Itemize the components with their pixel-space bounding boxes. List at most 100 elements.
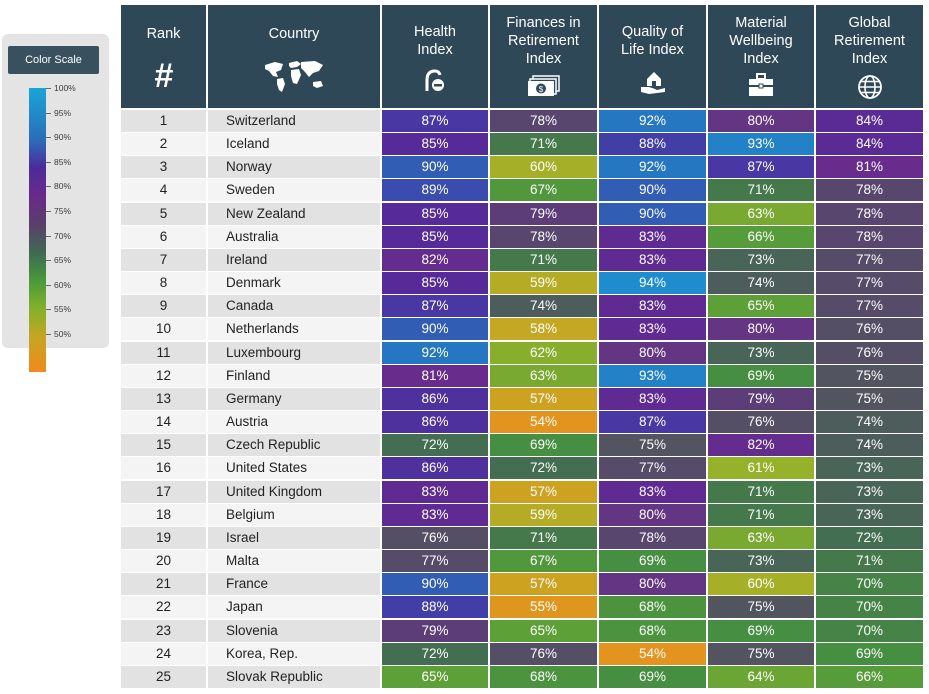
legend-tick <box>46 334 51 335</box>
cell-quality: 54% <box>599 642 706 665</box>
cell-finances: 67% <box>490 550 597 573</box>
legend-tick <box>46 309 51 311</box>
table-row: 13 Germany 86% 57% 83% 79% 75% <box>121 387 923 410</box>
cell-quality: 68% <box>599 619 706 642</box>
legend-tick <box>46 161 51 163</box>
cell-global: 77% <box>816 272 923 295</box>
header-country-label: Country <box>268 26 320 42</box>
cell-quality: 68% <box>599 596 706 619</box>
country-name: Sweden <box>226 182 275 198</box>
header-rank: Rank # <box>121 5 206 108</box>
cell-rank: 3 <box>121 156 206 179</box>
cell-finances: 79% <box>490 202 597 225</box>
cell-quality: 83% <box>599 295 706 318</box>
legend-tick-label: 100% <box>54 83 76 93</box>
header-global-label: Global Retirement Index <box>834 15 905 67</box>
color-scale-bar <box>29 88 46 372</box>
cell-rank: 4 <box>121 179 206 202</box>
table-row: 15 Czech Republic 72% 69% 75% 82% 74% <box>121 434 923 457</box>
cell-finances: 71% <box>490 526 597 549</box>
cell-health: 65% <box>382 665 488 688</box>
cell-material: 65% <box>708 295 814 318</box>
table-row: 23 Slovenia 79% 65% 68% 69% 70% <box>121 619 923 642</box>
cell-quality: 78% <box>599 526 706 549</box>
table-row: 7 Ireland 82% 71% 83% 73% 77% <box>121 248 923 271</box>
cell-material: 73% <box>708 248 814 271</box>
country-name: Norway <box>226 159 272 175</box>
cell-rank: 13 <box>121 387 206 410</box>
cell-finances: 76% <box>490 642 597 665</box>
country-name: Australia <box>226 228 279 244</box>
country-name: Finland <box>226 367 271 383</box>
table-row: 21 France 90% 57% 80% 60% 70% <box>121 573 923 596</box>
table-row: 1 Switzerland 87% 78% 92% 80% 84% <box>121 110 923 132</box>
cell-health: 85% <box>382 202 488 225</box>
table-row: 25 Slovak Republic 65% 68% 69% 64% 66% <box>121 665 923 688</box>
table-row: 24 Korea, Rep. 72% 76% 54% 75% 69% <box>121 642 923 665</box>
world-map-icon <box>265 61 323 92</box>
cell-rank: 16 <box>121 457 206 480</box>
cell-material: 76% <box>708 411 814 434</box>
cell-finances: 57% <box>490 480 597 503</box>
cell-quality: 83% <box>599 248 706 271</box>
legend-tick-label: 80% <box>54 181 72 192</box>
house-in-hand-icon <box>640 72 665 94</box>
cell-finances: 72% <box>490 457 597 480</box>
table-row: 10 Netherlands 90% 58% 83% 80% 76% <box>121 318 923 341</box>
cell-material: 71% <box>708 480 814 503</box>
cell-rank: 24 <box>121 642 206 665</box>
cell-global: 70% <box>816 619 923 642</box>
country-name: Austria <box>226 414 269 430</box>
cell-finances: 71% <box>490 248 597 271</box>
cell-rank: 9 <box>121 295 206 318</box>
cell-finances: 59% <box>490 272 597 295</box>
cell-quality: 80% <box>599 341 706 364</box>
table-row: 12 Finland 81% 63% 93% 69% 75% <box>121 364 923 387</box>
cell-finances: 78% <box>490 110 597 132</box>
header-material-label: Material Wellbeing Index <box>729 15 793 67</box>
cell-rank: 18 <box>121 503 206 526</box>
cell-rank: 17 <box>121 480 206 503</box>
cell-country: Switzerland <box>208 110 380 132</box>
cell-quality: 75% <box>599 434 706 457</box>
cell-quality: 69% <box>599 665 706 688</box>
country-name: United Kingdom <box>226 483 323 499</box>
cell-material: 75% <box>708 596 814 619</box>
cell-country: United Kingdom <box>208 480 380 503</box>
cell-material: 82% <box>708 434 814 457</box>
cell-global: 75% <box>816 387 923 410</box>
cell-health: 79% <box>382 619 488 642</box>
legend-tick-label: 75% <box>54 206 72 216</box>
cell-global: 72% <box>816 526 923 549</box>
cell-finances: 54% <box>490 411 597 434</box>
cell-health: 85% <box>382 272 488 295</box>
table-row: 6 Australia 85% 78% 83% 66% 78% <box>121 225 923 248</box>
cell-country: Czech Republic <box>208 434 380 457</box>
cell-country: United States <box>208 457 380 480</box>
country-name: New Zealand <box>226 205 306 221</box>
cell-material: 61% <box>708 457 814 480</box>
cell-rank: 6 <box>121 225 206 248</box>
cell-health: 82% <box>382 248 488 271</box>
cell-quality: 94% <box>599 272 706 295</box>
cell-country: Finland <box>208 364 380 387</box>
table-row: 17 United Kingdom 83% 57% 83% 71% 73% <box>121 480 923 503</box>
cell-material: 66% <box>708 225 814 248</box>
header-finances: Finances in Retirement Index $ <box>490 5 597 108</box>
cell-quality: 87% <box>599 411 706 434</box>
cell-finances: 59% <box>490 503 597 526</box>
country-name: Slovak Republic <box>226 668 323 684</box>
cell-rank: 15 <box>121 434 206 457</box>
cell-health: 85% <box>382 225 488 248</box>
cell-finances: 57% <box>490 573 597 596</box>
legend-tick-label: 50% <box>54 329 72 339</box>
cell-health: 86% <box>382 457 488 480</box>
legend-tick-label: 85% <box>54 156 72 167</box>
legend-tick <box>46 88 51 89</box>
cell-health: 90% <box>382 318 488 341</box>
cell-material: 80% <box>708 318 814 341</box>
cell-finances: 58% <box>490 318 597 341</box>
cell-rank: 12 <box>121 364 206 387</box>
cell-health: 86% <box>382 411 488 434</box>
cell-material: 60% <box>708 573 814 596</box>
